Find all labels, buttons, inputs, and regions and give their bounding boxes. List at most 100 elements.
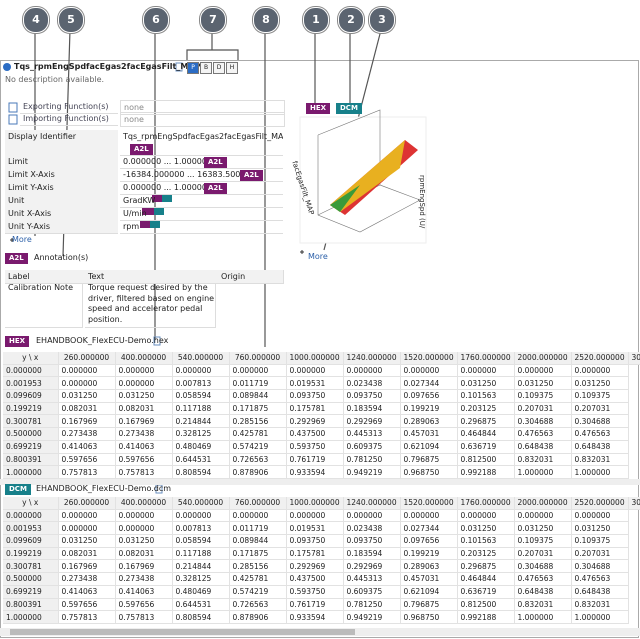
table-row: 0.000000 0.000000 0.000000 0.000000 0.000000… [3,364,640,378]
value-cell: 0.000000 [514,364,572,378]
value-cell: 0.000000 [400,509,458,523]
value-cell: 0.574219 [229,440,287,454]
table-row: 0.199219 0.082031 0.082031 0.117188 0.171875… [3,547,640,561]
value-cell: 0.000000 [172,509,230,523]
callout: 3 [369,7,395,33]
row-header: 1.000000 [3,610,59,624]
value-cell: 0.457031 [400,427,458,441]
value-cell: 0.292969 [286,414,344,429]
value-cell: 0.304688 [571,414,629,429]
function-label: Exporting Function(s) [20,100,118,114]
value-cell: 0.000000 [286,509,344,523]
value-cell: 0.796875 [400,453,458,467]
value-cell: 0.414063 [115,440,173,454]
value-cell: 0.757813 [115,465,173,479]
row-header: 0.800391 [3,453,59,467]
value-cell: 1.000000 [514,465,572,479]
value-cell: 0.207031 [571,547,629,561]
value-cell: 0.476563 [571,427,629,441]
value-cell: 0.832031 [514,453,572,467]
value-cell: 0.093750 [286,534,344,548]
value-cell: 0.000000 [571,364,629,378]
view-button[interactable]: P [187,62,199,74]
a2l-badge: A2L [204,157,227,168]
row-header: 0.001953 [3,521,59,536]
value-cell: 0.285156 [229,559,287,574]
value-cell: 0.437500 [286,572,344,586]
value-cell: 0.597656 [115,598,173,612]
value-cell: 0.000000 [229,509,287,523]
callout: 4 [23,7,49,33]
value-cell: 0.636719 [457,440,515,454]
row-header: 0.001953 [3,376,59,391]
value-cell: 0.058594 [172,389,230,403]
value-cell: 0.414063 [58,585,116,599]
value-cell: 0.011719 [229,376,287,391]
column-header: 540.000000 [172,497,230,510]
column-header: y \ x [3,352,59,365]
property-label: Limit X-Axis [5,168,118,182]
description: No description available. [5,75,105,84]
value-cell: 0.011719 [229,521,287,536]
value-cell: 0.832031 [514,598,572,612]
value-cell: 0.199219 [400,402,458,416]
row-header: 0.500000 [3,572,59,586]
value-cell: 1.000000 [571,610,629,624]
view-button[interactable]: B [200,62,212,74]
annotation-header: Text [85,270,219,284]
table-row: 0.099609 0.031250 0.031250 0.058594 0.089844… [3,534,640,548]
more-link[interactable]: More [12,235,32,244]
value-cell: 0.031250 [457,521,515,536]
value-cell: 0.175781 [286,547,344,561]
preview-more[interactable]: More [308,252,328,261]
value-cell: 0.425781 [229,427,287,441]
value-cell: 0.097656 [400,389,458,403]
preview-tab[interactable]: HEX [306,103,331,114]
table-row: 0.300781 0.167969 0.167969 0.214844 0.285156… [3,559,640,574]
callout: 8 [253,7,279,33]
value-cell: 0.757813 [58,465,116,479]
value-cell: 0.808594 [172,610,230,624]
view-button[interactable]: D [213,62,225,74]
table-row: 0.699219 0.414063 0.414063 0.480469 0.574219… [3,440,640,454]
value-cell: 0.109375 [571,389,629,403]
column-header: 2000.000000 [514,352,572,365]
value-cell: 0.101563 [457,534,515,548]
value-cell: 0.726563 [229,453,287,467]
table-row: 0.300781 0.167969 0.167969 0.214844 0.285156… [3,414,640,429]
value-cell: 0.757813 [58,610,116,624]
value-cell: 0.019531 [286,521,344,536]
value-cell: 0.031250 [571,376,629,391]
value-cell: 0.597656 [115,453,173,467]
value-cell: 0.832031 [571,453,629,467]
value-cell: 0.031250 [115,534,173,548]
column-header: 1240.000000 [343,497,401,510]
value-cell: 0.808594 [172,465,230,479]
value-cell: 0.027344 [400,521,458,536]
value-cell: 0.000000 [115,364,173,378]
value-cell: 0.000000 [172,364,230,378]
value-cell: 0.000000 [343,509,401,523]
row-header: 0.300781 [3,559,59,574]
column-header: 1760.000000 [457,352,515,365]
annotation-header: Label [5,270,86,284]
value-cell: 0.000000 [58,521,116,536]
column-header: 400.000000 [115,352,173,365]
view-button[interactable]: H [226,62,238,74]
table-row: 0.500000 0.273438 0.273438 0.328125 0.425781… [3,572,640,586]
value-cell: 0.796875 [400,598,458,612]
value-table: y \ x 260.000000 400.000000 540.000000 760.0… [3,352,640,479]
preview-tab[interactable]: DCM [336,103,362,114]
value-cell: 0.000000 [400,364,458,378]
property-value: 0.000000 ... 1.000000 [120,155,283,169]
a2l-badge: A2L [130,144,153,155]
value-cell: 0.292969 [343,559,401,574]
column-header: 1240.000000 [343,352,401,365]
value-cell: 0.109375 [571,534,629,548]
value-cell: 0.082031 [115,547,173,561]
value-cell: 0.031250 [58,534,116,548]
value-cell: 0.093750 [343,389,401,403]
value-cell: 0.007813 [172,376,230,391]
value-cell: 0.000000 [286,364,344,378]
